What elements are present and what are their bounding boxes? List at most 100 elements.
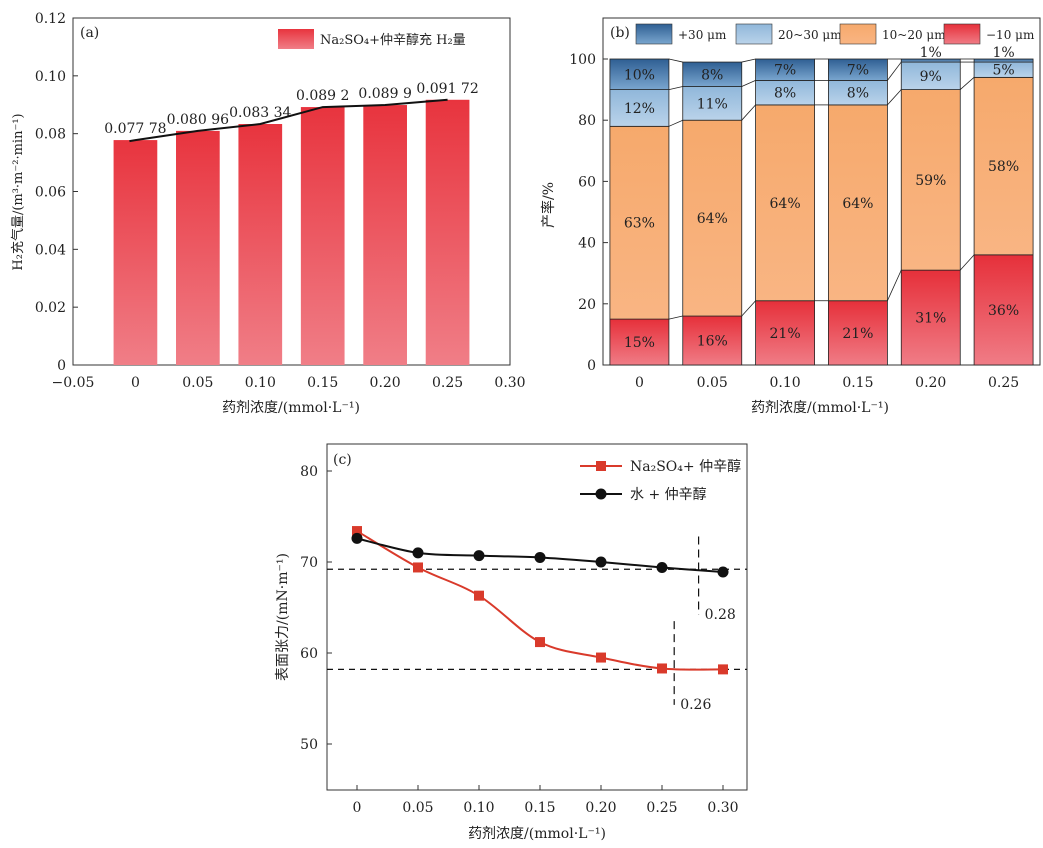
panel-b-legend-swatch (943, 23, 981, 45)
panel-c-circle-marker (595, 556, 607, 568)
panel-b-segment-20-30 (900, 61, 961, 91)
panel-c-reference-label: 0.28 (705, 607, 736, 623)
panel-b-x-label: 药剂浓度/(mmol·L⁻¹) (751, 400, 889, 416)
panel-b-y-tick-label: 40 (578, 236, 596, 252)
panel-c-circle-marker (473, 550, 485, 562)
panel-b-segment-10-20 (682, 119, 743, 317)
panel-b-segment-label: 7% (774, 63, 796, 79)
panel-b-legend-swatch (635, 23, 673, 45)
panel-a-bars (113, 99, 470, 366)
panel-b-segment-20-30 (755, 80, 815, 106)
panel-c-y-tick-label: 60 (300, 646, 318, 662)
panel-b-connector (668, 58, 683, 63)
panel-b-segment-label: 21% (842, 326, 873, 342)
panel-b-segment-plus30 (900, 58, 961, 63)
panel-b-segment-plus30 (973, 58, 1034, 63)
panel-a-y-tick-label: 0.04 (35, 242, 66, 258)
panel-a-bar (238, 124, 283, 365)
panel-b-segment-label: 31% (915, 311, 946, 327)
panel-b-x-axis: 0 0.05 0.10 0.15 0.20 0.25 (635, 360, 1019, 391)
panel-b-plot-frame (602, 17, 1041, 366)
panel-b-segment-label: 16% (697, 334, 728, 350)
panel-a-x-tick-label: −0.05 (52, 375, 95, 391)
panel-c-reference-label: 0.26 (680, 697, 711, 713)
panel-b-segment-label: 12% (624, 101, 655, 117)
panel-b-segment-minus10 (682, 315, 743, 366)
panel-b-segment-label: 59% (915, 173, 946, 189)
panel-b-segment-10-20 (828, 104, 888, 302)
panel-b-segment-label: 64% (770, 196, 801, 212)
panel-a-value-label: 0.091 72 (416, 81, 478, 97)
panel-b-segment-10-20 (609, 125, 670, 320)
panel-c-x-label: 药剂浓度/(mmol·L⁻¹) (468, 826, 606, 842)
panel-c-legend-label: 水 + 仲辛醇 (630, 486, 707, 503)
panel-b-segment-minus10 (973, 254, 1034, 366)
panel-b-yield-stacked-chart: (b) 0 20 40 60 80 100 0 0.05 0.10 0.15 0.20 0.25 1… (540, 17, 1041, 416)
panel-c-x-tick-label: 0.15 (524, 800, 555, 816)
panel-c-y-axis: 50 60 70 80 (300, 464, 332, 753)
panel-a-x-tick-label: 0.30 (494, 375, 525, 391)
panel-b-segment-label: 36% (988, 303, 1019, 319)
panel-c-x-tick-label: 0.25 (646, 800, 677, 816)
panel-b-segment-plus30 (609, 58, 670, 91)
panel-a-legend-swatch (278, 29, 314, 49)
panel-b-segment-label: 8% (774, 86, 796, 102)
panel-a-tag: (a) (80, 25, 99, 41)
panel-c-square-marker (352, 526, 362, 537)
panel-a-trend-line (129, 98, 448, 143)
panel-b-x-tick-label: 0.10 (769, 375, 800, 391)
panel-b-connector (668, 315, 683, 320)
panel-a-bar (363, 105, 407, 365)
panel-c-plot-frame (326, 443, 748, 791)
panel-b-legend-swatch (735, 23, 773, 45)
panel-c-legend-label: Na₂SO₄+ 仲辛醇 (630, 458, 741, 475)
panel-b-x-tick-label: 0.20 (915, 375, 946, 391)
panel-b-segment-label: 7% (847, 63, 869, 79)
panel-b-x-tick-label: 0 (635, 375, 644, 391)
panel-b-connector (741, 300, 756, 317)
panel-b-segment-plus30 (828, 58, 888, 81)
panel-b-segment-plus30 (755, 58, 815, 81)
panel-c-circle-marker (656, 561, 668, 573)
panel-a-y-tick-label: 0.10 (35, 69, 66, 85)
panel-c-square-marker (596, 652, 606, 663)
panel-a-x-label: 药剂浓度/(mmol·L⁻¹) (222, 400, 360, 416)
panel-a-y-tick-label: 0.02 (35, 300, 66, 316)
panel-b-segment-label: 9% (920, 69, 942, 85)
panel-a-y-tick-label: 0.12 (35, 11, 66, 27)
panel-b-connector (741, 58, 756, 63)
panel-b-legend: +30 μm 20~30 μm 10~20 μm −10 μm (635, 23, 1035, 45)
panel-b-segment-plus30 (682, 61, 743, 87)
panel-a-value-label: 0.077 78 (104, 121, 166, 137)
panel-b-legend-label: −10 μm (986, 28, 1035, 42)
panel-b-segment-label: 15% (624, 335, 655, 351)
panel-c-y-label: 表面张力/(mN·m⁻¹) (275, 553, 291, 681)
panel-b-segment-20-30 (609, 89, 670, 127)
panel-c-square-marker (657, 663, 667, 674)
panel-b-segment-label: 1% (920, 45, 942, 61)
panel-b-connector (959, 77, 975, 90)
panel-c-y-tick-label: 80 (300, 464, 318, 480)
panel-a-y-tick-label: 0 (57, 358, 66, 374)
panel-b-legend-swatch (839, 23, 877, 45)
panel-b-y-tick-label: 20 (578, 297, 596, 313)
panel-b-segment-label: 64% (842, 196, 873, 212)
panel-b-segment-minus10 (755, 300, 815, 366)
panel-b-segment-label: 21% (770, 326, 801, 342)
panel-a-bar (300, 107, 345, 366)
panel-b-segment-10-20 (755, 104, 815, 302)
panel-b-segment-label: 11% (697, 96, 728, 112)
panel-a-legend-label: Na₂SO₄+仲辛醇充 H₂量 (320, 32, 466, 48)
panel-b-segment-label: 10% (624, 67, 655, 83)
panel-b-legend-label: 10~20 μm (882, 28, 946, 42)
panel-b-stacked-bars (609, 58, 1034, 366)
panel-c-circle-marker (351, 532, 363, 544)
panel-a-hydrogen-volume-chart: (a) 00.020.040.060.080.100.12 −0.05 0 0.05… (10, 11, 526, 416)
panel-a-x-tick-label: 0.10 (245, 375, 276, 391)
panel-c-circle-marker (412, 547, 424, 559)
panel-b-segment-20-30 (682, 86, 743, 121)
panel-a-value-label: 0.080 96 (167, 112, 229, 128)
panel-b-legend-label: 20~30 μm (778, 28, 842, 42)
